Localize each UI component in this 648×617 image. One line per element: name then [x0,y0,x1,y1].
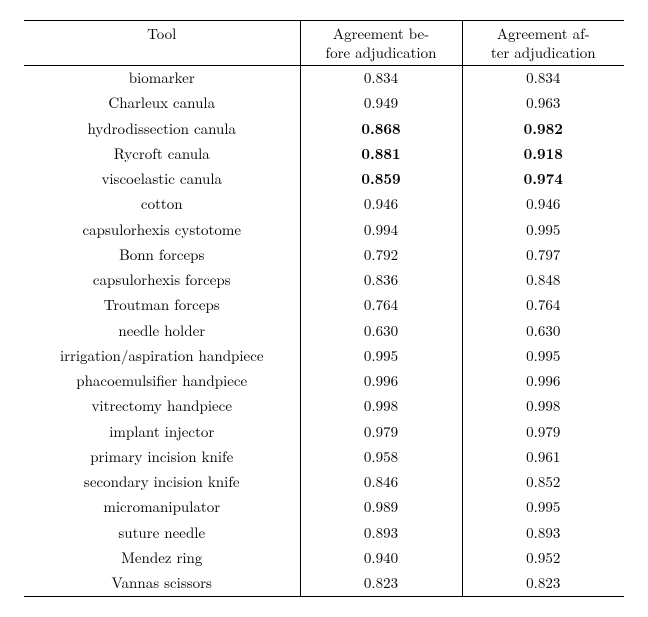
col-header-tool: Tool [24,21,300,66]
cell-tool: needle holder [24,318,300,343]
table-row: vitrectomy handpiece0.9980.998 [24,394,624,419]
cell-tool: Bonn forceps [24,242,300,267]
cell-before: 0.998 [300,394,462,419]
table-row: hydrodissection canula0.8680.982 [24,116,624,141]
cell-before: 0.881 [300,141,462,166]
cell-after: 0.918 [462,141,624,166]
cell-tool: biomarker [24,65,300,91]
cell-tool: Vannas scissors [24,571,300,597]
cell-tool: irrigation/aspiration handpiece [24,343,300,368]
cell-before: 0.949 [300,91,462,116]
cell-tool: Troutman forceps [24,293,300,318]
cell-tool: capsulorhexis cystotome [24,217,300,242]
cell-tool: implant injector [24,419,300,444]
col-header-before-l2: fore adjudication [326,42,437,63]
cell-before: 0.834 [300,65,462,91]
cell-tool: suture needle [24,520,300,545]
cell-before: 0.630 [300,318,462,343]
cell-before: 0.836 [300,268,462,293]
cell-tool: Rycroft canula [24,141,300,166]
cell-tool: primary incision knife [24,444,300,469]
cell-before: 0.868 [300,116,462,141]
table-row: micromanipulator0.9890.995 [24,495,624,520]
cell-after: 0.996 [462,369,624,394]
cell-before: 0.958 [300,444,462,469]
cell-after: 0.961 [462,444,624,469]
table-body: biomarker0.8340.834Charleux canula0.9490… [24,65,624,596]
table-row: implant injector0.9790.979 [24,419,624,444]
table-row: capsulorhexis forceps0.8360.848 [24,268,624,293]
cell-tool: Charleux canula [24,91,300,116]
cell-before: 0.823 [300,571,462,597]
table-row: biomarker0.8340.834 [24,65,624,91]
cell-after: 0.995 [462,495,624,520]
cell-before: 0.996 [300,369,462,394]
cell-before: 0.859 [300,167,462,192]
cell-before: 0.979 [300,419,462,444]
col-header-after-l2: ter adjudication [491,42,596,63]
col-header-before: Agreement be- fore adjudication [300,21,462,66]
table-row: needle holder0.6300.630 [24,318,624,343]
cell-before: 0.940 [300,545,462,570]
cell-after: 0.998 [462,394,624,419]
cell-before: 0.995 [300,343,462,368]
table-row: irrigation/aspiration handpiece0.9950.99… [24,343,624,368]
cell-tool: viscoelastic canula [24,167,300,192]
cell-after: 0.823 [462,571,624,597]
cell-after: 0.797 [462,242,624,267]
table-row: secondary incision knife0.8460.852 [24,470,624,495]
table-row: phacoemulsifier handpiece0.9960.996 [24,369,624,394]
cell-before: 0.846 [300,470,462,495]
cell-after: 0.852 [462,470,624,495]
table-row: Rycroft canula0.8810.918 [24,141,624,166]
table-header-row: Tool Agreement be- fore adjudication Agr… [24,21,624,66]
cell-after: 0.982 [462,116,624,141]
table-row: primary incision knife0.9580.961 [24,444,624,469]
table-row: Bonn forceps0.7920.797 [24,242,624,267]
col-header-after: Agreement af- ter adjudication [462,21,624,66]
table-row: Vannas scissors0.8230.823 [24,571,624,597]
cell-tool: micromanipulator [24,495,300,520]
cell-tool: capsulorhexis forceps [24,268,300,293]
table-row: capsulorhexis cystotome0.9940.995 [24,217,624,242]
table-row: suture needle0.8930.893 [24,520,624,545]
cell-tool: phacoemulsifier handpiece [24,369,300,394]
cell-after: 0.952 [462,545,624,570]
cell-after: 0.974 [462,167,624,192]
cell-after: 0.995 [462,217,624,242]
cell-after: 0.963 [462,91,624,116]
cell-after: 0.834 [462,65,624,91]
cell-after: 0.764 [462,293,624,318]
cell-before: 0.764 [300,293,462,318]
table-row: cotton0.9460.946 [24,192,624,217]
agreement-table: Tool Agreement be- fore adjudication Agr… [24,20,624,597]
cell-tool: Mendez ring [24,545,300,570]
cell-tool: secondary incision knife [24,470,300,495]
cell-tool: hydrodissection canula [24,116,300,141]
table-row: Mendez ring0.9400.952 [24,545,624,570]
cell-before: 0.994 [300,217,462,242]
cell-before: 0.989 [300,495,462,520]
table-row: viscoelastic canula0.8590.974 [24,167,624,192]
cell-after: 0.946 [462,192,624,217]
cell-before: 0.792 [300,242,462,267]
cell-tool: cotton [24,192,300,217]
table-row: Troutman forceps0.7640.764 [24,293,624,318]
table-row: Charleux canula0.9490.963 [24,91,624,116]
cell-after: 0.995 [462,343,624,368]
cell-after: 0.630 [462,318,624,343]
cell-after: 0.848 [462,268,624,293]
cell-after: 0.979 [462,419,624,444]
cell-before: 0.893 [300,520,462,545]
cell-after: 0.893 [462,520,624,545]
cell-before: 0.946 [300,192,462,217]
cell-tool: vitrectomy handpiece [24,394,300,419]
